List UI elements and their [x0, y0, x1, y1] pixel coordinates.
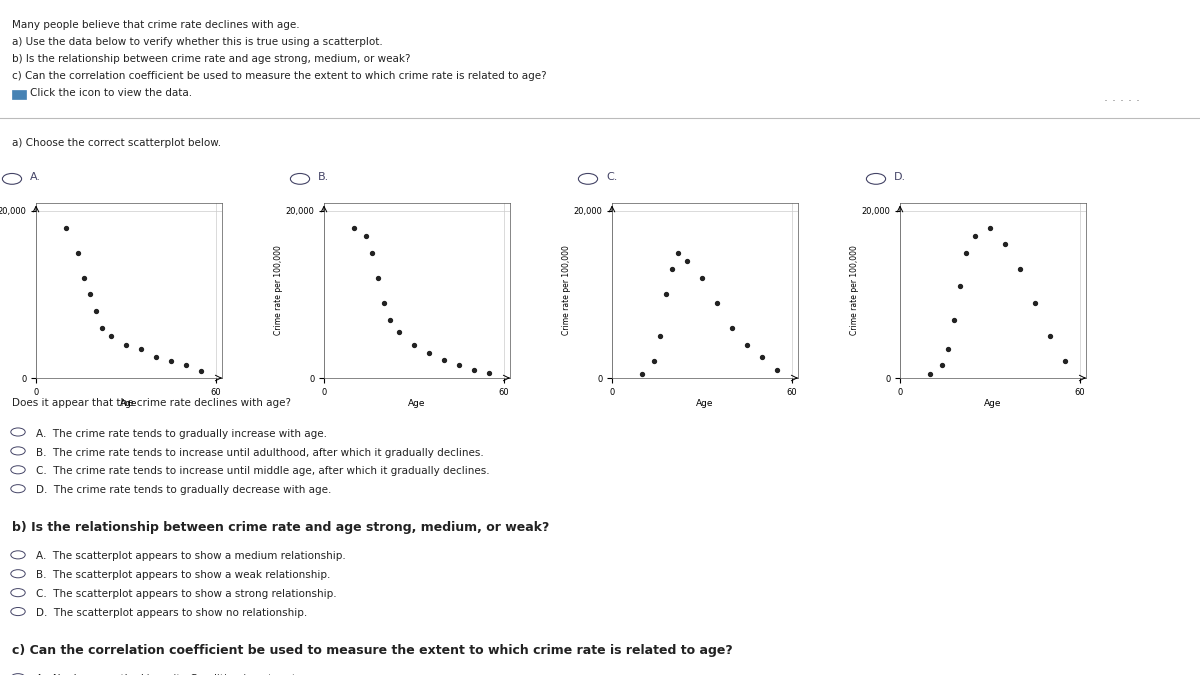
- Point: [116, 339, 136, 350]
- Text: D.  The crime rate tends to gradually decrease with age.: D. The crime rate tends to gradually dec…: [36, 485, 331, 495]
- X-axis label: Age: Age: [408, 400, 426, 408]
- Point: [374, 298, 394, 308]
- Text: C.: C.: [606, 172, 617, 182]
- Text: C.  The scatterplot appears to show a strong relationship.: C. The scatterplot appears to show a str…: [36, 589, 337, 599]
- Point: [932, 360, 952, 371]
- Point: [920, 369, 940, 379]
- Point: [944, 314, 964, 325]
- Text: A.  The scatterplot appears to show a medium relationship.: A. The scatterplot appears to show a med…: [36, 551, 346, 562]
- Text: a) Use the data below to verify whether this is true using a scatterplot.: a) Use the data below to verify whether …: [12, 37, 383, 47]
- Point: [1025, 298, 1044, 308]
- X-axis label: Age: Age: [696, 400, 714, 408]
- Point: [708, 298, 727, 308]
- Point: [464, 364, 484, 375]
- Point: [668, 247, 688, 258]
- Point: [956, 247, 976, 258]
- Point: [389, 327, 408, 338]
- Point: [420, 348, 439, 358]
- Point: [146, 352, 166, 362]
- Text: C.  The crime rate tends to increase until middle age, after which it gradually : C. The crime rate tends to increase unti…: [36, 466, 490, 477]
- Point: [965, 231, 984, 242]
- X-axis label: Age: Age: [984, 400, 1002, 408]
- Y-axis label: Crime rate per 100,000: Crime rate per 100,000: [850, 245, 859, 335]
- Text: D.: D.: [894, 172, 906, 182]
- Point: [480, 368, 499, 379]
- Text: B.  The crime rate tends to increase until adulthood, after which it gradually d: B. The crime rate tends to increase unti…: [36, 448, 484, 458]
- Point: [102, 331, 120, 342]
- Text: b) Is the relationship between crime rate and age strong, medium, or weak?: b) Is the relationship between crime rat…: [12, 54, 410, 64]
- Point: [362, 247, 382, 258]
- Point: [380, 314, 400, 325]
- Point: [752, 352, 772, 362]
- Text: Does it appear that the crime rate declines with age?: Does it appear that the crime rate decli…: [12, 398, 292, 408]
- Point: [368, 272, 388, 283]
- Point: [737, 339, 757, 350]
- Point: [434, 354, 454, 365]
- Point: [1010, 264, 1030, 275]
- Point: [950, 281, 970, 292]
- Point: [980, 222, 1000, 233]
- Point: [662, 264, 682, 275]
- Y-axis label: Crime rate per 100,000: Crime rate per 100,000: [562, 245, 571, 335]
- Point: [996, 239, 1015, 250]
- Text: a) Choose the correct scatterplot below.: a) Choose the correct scatterplot below.: [12, 138, 221, 148]
- Point: [192, 366, 211, 377]
- Y-axis label: Crime rate per 100,000: Crime rate per 100,000: [274, 245, 283, 335]
- Text: · · · · ·: · · · · ·: [1104, 95, 1140, 108]
- Text: B.: B.: [318, 172, 329, 182]
- Text: A.: A.: [30, 172, 41, 182]
- Point: [68, 247, 88, 258]
- FancyBboxPatch shape: [12, 90, 26, 99]
- Point: [650, 331, 670, 342]
- Point: [344, 222, 364, 233]
- Point: [656, 289, 676, 300]
- Point: [86, 306, 106, 317]
- Text: Click the icon to view the data.: Click the icon to view the data.: [30, 88, 192, 98]
- Point: [692, 272, 712, 283]
- Point: [56, 222, 76, 233]
- Point: [768, 364, 787, 375]
- Text: b) Is the relationship between crime rate and age strong, medium, or weak?: b) Is the relationship between crime rat…: [12, 521, 550, 534]
- X-axis label: Age: Age: [120, 400, 138, 408]
- Point: [132, 344, 151, 354]
- Point: [1056, 356, 1075, 367]
- Text: c) Can the correlation coefficient be used to measure the extent to which crime : c) Can the correlation coefficient be us…: [12, 644, 733, 657]
- Point: [74, 272, 94, 283]
- Point: [161, 356, 181, 367]
- Text: Many people believe that crime rate declines with age.: Many people believe that crime rate decl…: [12, 20, 300, 30]
- Text: A.  The crime rate tends to gradually increase with age.: A. The crime rate tends to gradually inc…: [36, 429, 326, 439]
- Point: [80, 289, 100, 300]
- Point: [449, 360, 468, 371]
- Point: [356, 231, 376, 242]
- Point: [176, 360, 196, 371]
- Point: [404, 339, 424, 350]
- Text: c) Can the correlation coefficient be used to measure the extent to which crime : c) Can the correlation coefficient be us…: [12, 71, 547, 81]
- Text: A.  No, because the Linearity Condition is not met.: A. No, because the Linearity Condition i…: [36, 674, 299, 675]
- Text: B.  The scatterplot appears to show a weak relationship.: B. The scatterplot appears to show a wea…: [36, 570, 330, 580]
- Text: D.  The scatterplot appears to show no relationship.: D. The scatterplot appears to show no re…: [36, 608, 307, 618]
- Point: [92, 323, 112, 333]
- Point: [677, 256, 696, 267]
- Point: [1040, 331, 1060, 342]
- Point: [644, 356, 664, 367]
- Point: [632, 369, 652, 379]
- Point: [722, 323, 742, 333]
- Point: [938, 344, 958, 354]
